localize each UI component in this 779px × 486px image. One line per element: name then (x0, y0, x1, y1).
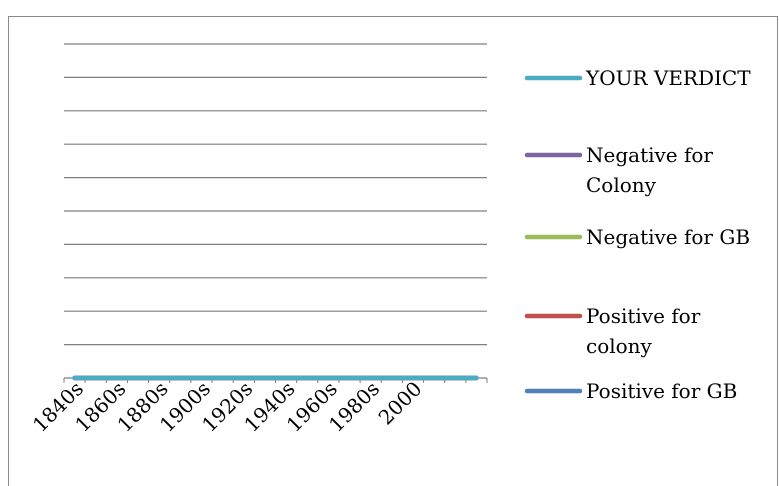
legend-label: YOUR VERDICT (585, 66, 751, 90)
legend-label: Colony (586, 173, 657, 197)
legend-label: Negative for (586, 143, 713, 167)
legend-label: Negative for GB (586, 225, 750, 249)
legend-label: Positive for (586, 304, 701, 328)
legend-label: Positive for GB (586, 379, 737, 403)
x-tick-label: 2000 (374, 377, 427, 430)
legend-label: colony (586, 334, 653, 358)
chart-frame (8, 16, 778, 486)
